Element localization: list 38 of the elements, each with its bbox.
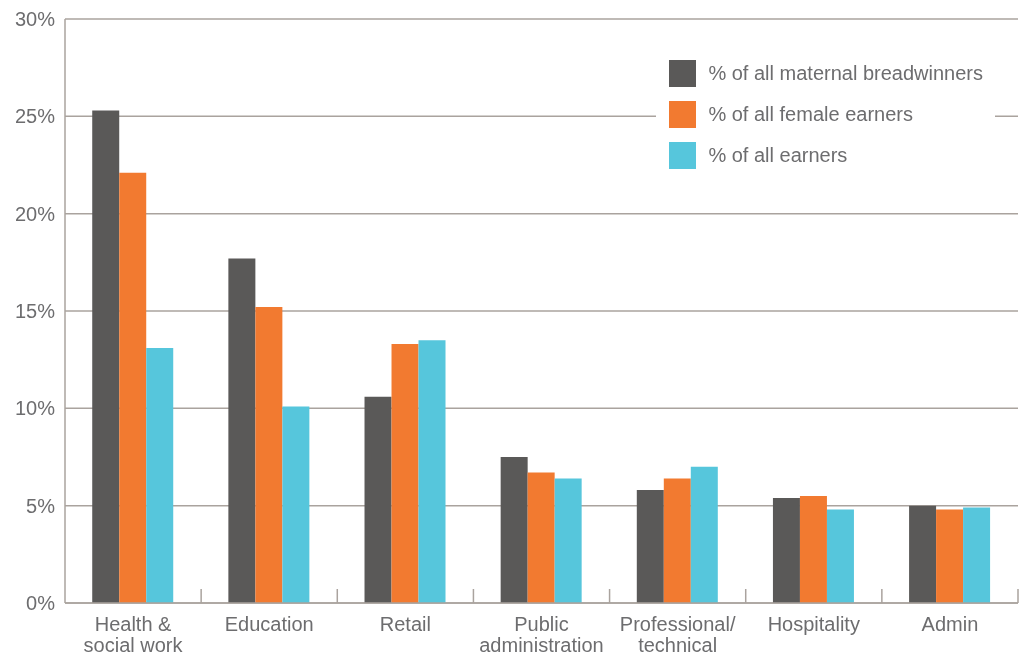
- x-tick-label: Hospitality: [767, 613, 860, 635]
- bar: [228, 258, 256, 603]
- bar: [418, 340, 446, 603]
- bar: [282, 406, 310, 603]
- y-tick-label: 15%: [14, 300, 56, 323]
- x-tick-label: Professional/technical: [619, 613, 736, 655]
- bar: [826, 509, 854, 603]
- bar: [554, 478, 582, 603]
- bar: [92, 110, 120, 603]
- bar: [255, 307, 283, 603]
- bar: [936, 509, 964, 603]
- legend-label: % of all earners: [708, 144, 848, 167]
- bar: [500, 457, 528, 603]
- bar: [636, 490, 664, 603]
- x-tick-label: Retail: [379, 613, 431, 635]
- bar: [364, 396, 392, 603]
- bar: [799, 495, 827, 603]
- y-tick-label: 0%: [26, 592, 56, 615]
- y-tick-label: 20%: [14, 202, 56, 225]
- bar: [690, 466, 718, 603]
- bar: [963, 507, 991, 603]
- bar: [119, 172, 147, 603]
- bar: [909, 505, 937, 603]
- y-tick-label: 5%: [26, 494, 56, 517]
- legend-label: % of all female earners: [708, 103, 913, 126]
- bar: [391, 344, 419, 603]
- x-tick-label: Public administration: [479, 613, 604, 655]
- bar: [772, 497, 800, 603]
- x-tick-label: Admin: [921, 613, 979, 635]
- y-tick-label: 25%: [14, 105, 56, 128]
- y-tick-label: 10%: [14, 397, 56, 420]
- bar: [146, 347, 174, 603]
- y-tick-label: 30%: [14, 8, 56, 31]
- x-tick-label: Health & social work: [83, 613, 184, 655]
- bar: [663, 478, 691, 603]
- legend-label: % of all maternal breadwinners: [708, 62, 983, 85]
- bar: [527, 472, 555, 603]
- x-tick-label: Education: [224, 613, 314, 635]
